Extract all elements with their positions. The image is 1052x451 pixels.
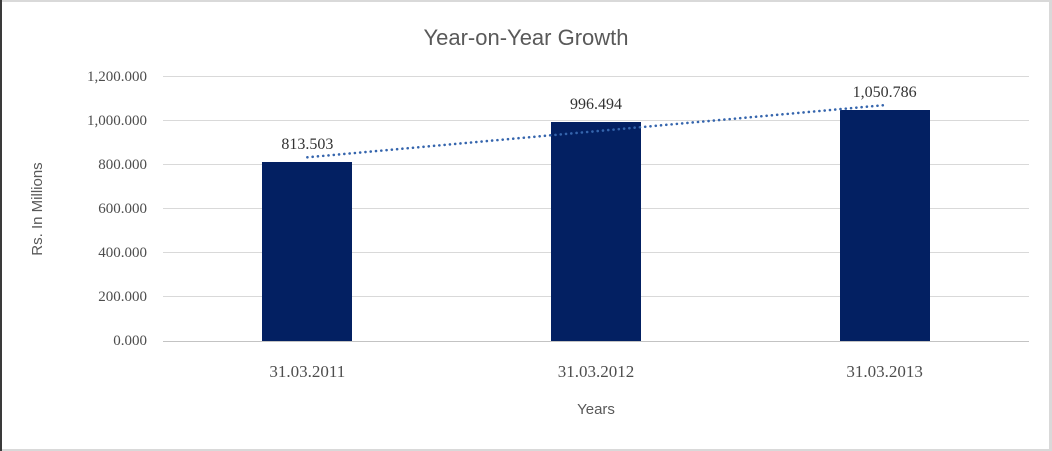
y-tick-label: 0.000 [113,333,147,349]
y-tick-label: 600.000 [98,201,147,217]
gridline [163,120,1029,121]
bar-31.03.2013 [839,109,930,341]
x-axis-title: Years [577,401,615,418]
data-label-31.03.2012: 996.494 [570,95,622,113]
data-label-31.03.2011: 813.503 [281,136,334,154]
chart-border-left [0,0,2,451]
x-tick-label-31.03.2011: 31.03.2011 [269,362,346,381]
trendline-dotted [306,103,886,159]
chart-border-right [1049,0,1052,451]
chart-title: Year-on-Year Growth [423,25,629,50]
plot-area [163,76,1029,342]
bar-31.03.2012 [551,121,641,341]
y-tick-label: 1,000.000 [87,113,147,129]
data-label-31.03.2013: 1,050.786 [852,83,917,101]
x-tick-label-31.03.2012: 31.03.2012 [557,362,635,381]
y-tick-label: 800.000 [98,157,147,173]
y-tick-label: 400.000 [98,245,147,261]
y-tick-label: 1,200.000 [87,69,147,85]
gridline [163,76,1029,77]
chart-border-top [0,0,1052,2]
chart-border-bottom [0,449,1052,451]
y-tick-label: 200.000 [98,289,147,305]
x-axis-line [163,341,1029,342]
trendline [306,103,886,159]
bar-31.03.2011 [262,162,353,341]
x-tick-label-31.03.2013: 31.03.2013 [846,362,923,381]
